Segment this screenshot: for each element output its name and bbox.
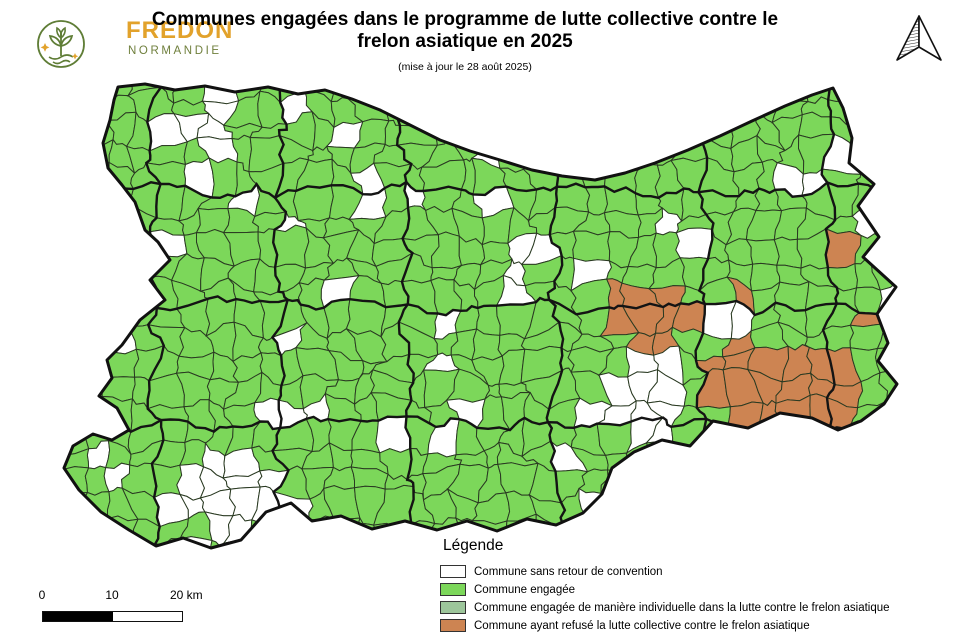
fredon-logo: FREDON NORMANDIE (34, 16, 254, 72)
legend-swatch-individual (440, 601, 466, 614)
scalebar-filled-segment (43, 612, 113, 621)
legend-swatch-engaged (440, 583, 466, 596)
scalebar-label-0: 0 (38, 588, 46, 602)
legend-label: Commune engagée de manière individuelle … (474, 601, 890, 614)
scalebar-label-10: 10 (105, 588, 119, 602)
legend-swatch-no-convention (440, 565, 466, 578)
legend-item-no-convention: Commune sans retour de convention (440, 564, 663, 579)
legend-item-engaged: Commune engagée (440, 582, 575, 597)
legend-title: Légende (443, 537, 504, 554)
map-update-note: (mise à jour le 28 août 2025) (398, 61, 532, 73)
map-title: Communes engagées dans le programme de l… (151, 9, 779, 52)
scalebar-label-20km: 20 km (170, 588, 203, 602)
legend-label: Commune ayant refusé la lutte collective… (474, 619, 810, 632)
sparkle-icon (40, 43, 50, 52)
fredon-logo-icon (37, 20, 85, 68)
legend-swatch-refused (440, 619, 466, 632)
legend-label: Commune engagée (474, 583, 576, 596)
sparkle-icon (71, 53, 79, 60)
commune-polygons (64, 84, 897, 548)
legend-item-individual: Commune engagée de manière individuelle … (440, 600, 890, 615)
legend-item-refused: Commune ayant refusé la lutte collective… (440, 618, 810, 633)
department-outline (62, 82, 899, 550)
logo-name: FREDON (126, 17, 234, 44)
north-arrow-icon (896, 15, 942, 61)
logo-region: NORMANDIE (128, 45, 222, 57)
legend-label: Commune sans retour de convention (474, 565, 663, 578)
scalebar (42, 611, 183, 622)
